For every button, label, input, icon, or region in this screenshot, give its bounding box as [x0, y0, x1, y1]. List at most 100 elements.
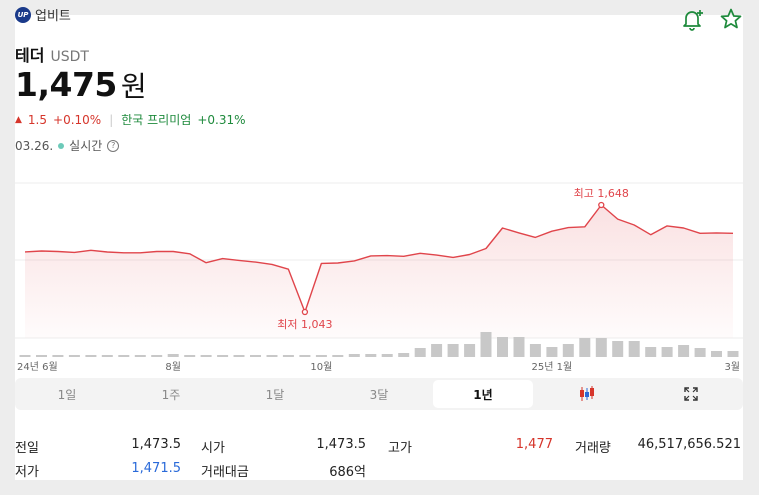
- volume-bar: [68, 355, 80, 357]
- divider: |: [109, 112, 114, 127]
- x-tick-label: 8월: [165, 361, 181, 373]
- volume-bar: [497, 337, 508, 357]
- stat-value: 1,473.5: [316, 436, 366, 452]
- stock-card: UP 업비트 테더 USDT 1,475 원 ▲ 1.5 +0.10% | 한국…: [15, 6, 743, 482]
- stat-label: 고가: [388, 440, 412, 456]
- max-marker: [598, 201, 605, 209]
- current-price: 1,475: [15, 65, 117, 104]
- volume-bar: [217, 355, 229, 357]
- max-label: 최고 1,648: [574, 187, 629, 200]
- volume-bar: [562, 344, 574, 357]
- price-line: [24, 204, 734, 313]
- volume-bar: [661, 347, 673, 357]
- candlestick-toggle[interactable]: [537, 380, 637, 408]
- tab-1month[interactable]: 1달: [265, 387, 285, 402]
- tab-1year[interactable]: 1년: [433, 380, 533, 408]
- stat-volume: 거래량 46,517,656.521: [555, 437, 743, 456]
- stats-row-2: 저가 1,471.5 거래대금 686억: [15, 458, 743, 482]
- volume-bar: [299, 355, 311, 357]
- volume-bar: [595, 338, 607, 357]
- volume-bar: [513, 337, 525, 357]
- tab-1week[interactable]: 1주: [161, 387, 181, 402]
- coin-name: 테더: [15, 46, 45, 65]
- volume-bar: [727, 351, 739, 357]
- volume-bar: [628, 341, 640, 357]
- volume-bar: [200, 355, 212, 357]
- top-actions: [681, 7, 743, 31]
- price-area: [25, 205, 733, 338]
- change-amount: 1.5: [27, 112, 48, 127]
- stat-label: 거래대금: [201, 464, 249, 480]
- fullscreen-button[interactable]: [641, 380, 741, 408]
- up-triangle-icon: ▲: [15, 114, 22, 125]
- volume-bar: [332, 355, 344, 357]
- source-name: 업비트: [35, 9, 71, 24]
- volume-bar: [151, 355, 163, 357]
- tab-3month[interactable]: 3달: [369, 387, 389, 402]
- period-tabs: 1일 1주 1달 3달 1년: [15, 378, 743, 410]
- stat-label: 거래량: [575, 440, 611, 456]
- volume-bar: [365, 354, 377, 357]
- price-row: 1,475 원: [15, 65, 147, 105]
- stat-label: 저가: [15, 464, 39, 480]
- price-stats: 전일 1,473.5 시가 1,473.5 고가 1,477 거래량 46,51…: [15, 434, 743, 482]
- volume-bar: [233, 355, 245, 357]
- price-chart[interactable]: 최고 1,648 최저 1,043 24년 6월 8월 10월 25년 1월 3월: [15, 180, 743, 373]
- volume-bar: [348, 354, 360, 357]
- expand-icon: [684, 387, 698, 401]
- time-row: 03.26. 실시간 ?: [15, 137, 120, 154]
- price-date: 03.26.: [15, 138, 54, 153]
- stat-open: 시가 1,473.5: [183, 437, 368, 456]
- volume-bar: [431, 344, 443, 357]
- volume-bar: [711, 351, 722, 357]
- volume-bar: [282, 355, 294, 357]
- stat-value: 46,517,656.521: [637, 436, 741, 452]
- volume-bar: [398, 353, 410, 357]
- volume-bar: [645, 347, 657, 357]
- x-tick-label: 10월: [310, 361, 332, 373]
- volume-bar: [678, 345, 690, 357]
- volume-bar: [266, 355, 278, 357]
- candlestick-icon: [580, 386, 594, 401]
- x-tick-label: 24년 6월: [17, 361, 58, 373]
- change-percent: +0.10%: [53, 112, 102, 127]
- volume-bar: [315, 355, 327, 357]
- upbit-logo-icon: UP: [15, 6, 31, 23]
- volume-bar: [381, 354, 393, 357]
- star-icon[interactable]: [719, 7, 743, 31]
- volume-bar: [250, 355, 261, 357]
- stat-low: 저가 1,471.5: [15, 461, 183, 480]
- volume-bar: [414, 348, 426, 357]
- stat-high: 고가 1,477: [368, 437, 555, 456]
- stats-row-1: 전일 1,473.5 시가 1,473.5 고가 1,477 거래량 46,51…: [15, 434, 743, 458]
- volume-bar: [85, 355, 97, 357]
- live-label: 실시간: [69, 139, 103, 153]
- volume-bar: [134, 355, 146, 357]
- price-chart-svg: 최고 1,648 최저 1,043 24년 6월 8월 10월 25년 1월 3월: [15, 182, 743, 373]
- source-label[interactable]: UP 업비트: [15, 5, 71, 24]
- volume-bar: [612, 341, 624, 357]
- bell-plus-icon[interactable]: [681, 7, 705, 31]
- live-dot-icon: [58, 142, 65, 149]
- stat-prev-close: 전일 1,473.5: [15, 437, 183, 456]
- volume-bar: [101, 355, 113, 357]
- volume-bar: [464, 344, 476, 357]
- premium-value: +0.31%: [197, 112, 246, 127]
- volume-bar: [447, 344, 459, 357]
- min-marker: [301, 308, 309, 316]
- stat-label: 전일: [15, 440, 39, 456]
- volume-bar: [529, 344, 541, 357]
- stat-value: 1,477: [515, 436, 553, 452]
- stat-value: 1,471.5: [131, 460, 181, 476]
- tab-1day[interactable]: 1일: [57, 387, 77, 402]
- stat-trade-value: 거래대금 686억: [183, 461, 368, 480]
- volume-bar: [546, 347, 558, 357]
- volume-bar: [36, 355, 47, 357]
- volume-bar: [579, 338, 591, 357]
- volume-bar: [167, 354, 179, 357]
- x-tick-label: 25년 1월: [532, 361, 573, 373]
- change-row: ▲ 1.5 +0.10% | 한국 프리미엄 +0.31%: [15, 111, 246, 128]
- volume-bar: [694, 348, 706, 357]
- help-icon[interactable]: ?: [107, 139, 120, 152]
- premium-label: 한국 프리미엄: [121, 113, 192, 127]
